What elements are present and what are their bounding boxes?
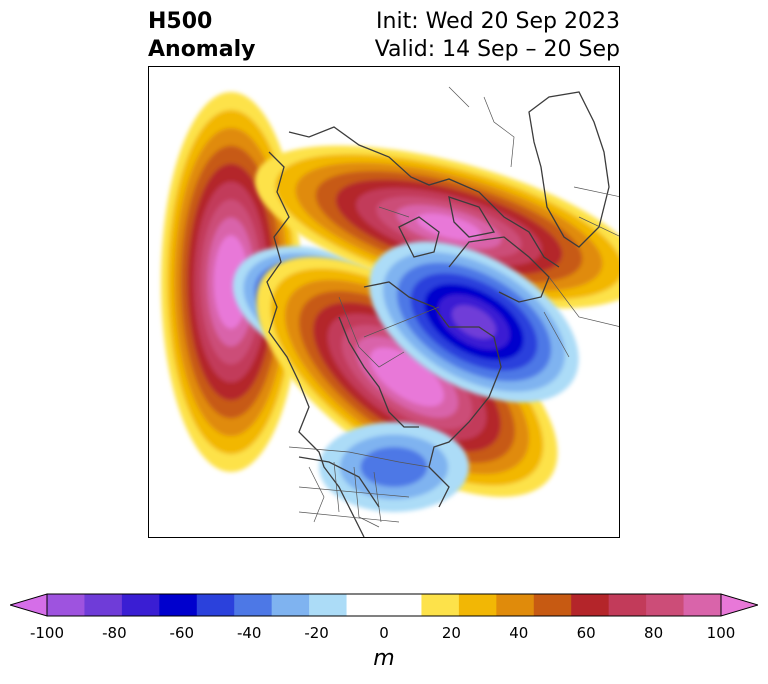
colorbar — [10, 593, 758, 617]
colorbar-segment — [346, 594, 385, 616]
coastlines — [266, 91, 610, 537]
colorbar-outline — [46, 593, 722, 617]
contour-band — [384, 358, 430, 396]
colorbar-upper-extension — [720, 593, 758, 617]
anomaly-feature — [369, 241, 579, 403]
anomaly-feature — [255, 145, 619, 309]
colorbar-segment — [309, 594, 348, 616]
colorbar-segment — [533, 594, 572, 616]
contour-band — [360, 447, 428, 487]
colorbar-segment — [421, 594, 460, 616]
colorbar-segment — [384, 594, 422, 616]
colorbar-segment — [121, 594, 160, 616]
political-borders — [288, 86, 619, 528]
colorbar-segment — [683, 594, 722, 616]
anomaly-feature — [319, 422, 469, 512]
colorbar-tick-label: -20 — [304, 624, 329, 642]
title-variable: H500 — [148, 9, 213, 34]
map-title-right: Init: Wed 20 Sep 2023 Valid: 14 Sep – 20… — [375, 8, 620, 64]
colorbar-segment — [571, 594, 610, 616]
colorbar-tick-label: -60 — [169, 624, 195, 642]
colorbar-segment — [271, 594, 310, 616]
init-time-label: Init: Wed 20 Sep 2023 — [376, 9, 620, 34]
valid-period-label: Valid: 14 Sep – 20 Sep — [374, 37, 620, 62]
colorbar-tick-label: 0 — [379, 624, 389, 642]
map-title-left: H500 Anomaly — [148, 8, 255, 64]
colorbar-tick-label: 80 — [644, 624, 664, 642]
colorbar-tick-label: 100 — [706, 624, 736, 642]
colorbar-segment — [496, 594, 535, 616]
anomaly-map — [161, 86, 619, 537]
colorbar-tick-label: -40 — [236, 624, 262, 642]
colorbar-segments — [47, 594, 722, 616]
map-panel — [148, 66, 620, 538]
anomaly-feature — [256, 257, 558, 497]
colorbar-segment — [646, 594, 685, 616]
colorbar-lower-extension — [10, 593, 48, 617]
colorbar-units: m — [373, 646, 395, 671]
anomaly-contours — [161, 92, 619, 512]
colorbar-segment — [84, 594, 123, 616]
colorbar-segment — [196, 594, 235, 616]
title-quantity: Anomaly — [148, 37, 256, 62]
anomaly-feature — [161, 92, 301, 472]
colorbar-segment — [458, 594, 497, 616]
colorbar-tick-label: 60 — [576, 624, 596, 642]
colorbar-segment — [234, 594, 273, 616]
colorbar-tick-label: -80 — [102, 624, 127, 642]
colorbar-segment — [47, 594, 85, 616]
colorbar-segment — [159, 594, 198, 616]
colorbar-tick-label: -100 — [29, 624, 65, 642]
colorbar-segment — [608, 594, 647, 616]
colorbar-tick-label: 20 — [441, 624, 461, 642]
colorbar-tick-label: 40 — [509, 624, 529, 642]
